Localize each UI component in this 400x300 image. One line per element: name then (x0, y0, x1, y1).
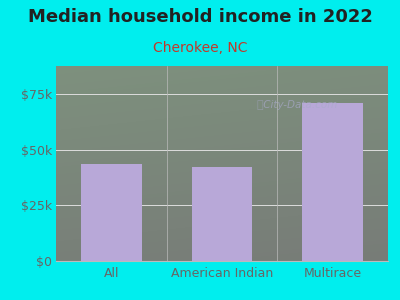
Text: Cherokee, NC: Cherokee, NC (153, 40, 247, 55)
Bar (81, 164, 142, 261)
Bar (192, 167, 252, 261)
Bar (302, 103, 363, 261)
Text: City-Data.com: City-Data.com (260, 100, 337, 110)
Text: Median household income in 2022: Median household income in 2022 (28, 8, 372, 26)
Text: ⓘ: ⓘ (257, 100, 264, 110)
